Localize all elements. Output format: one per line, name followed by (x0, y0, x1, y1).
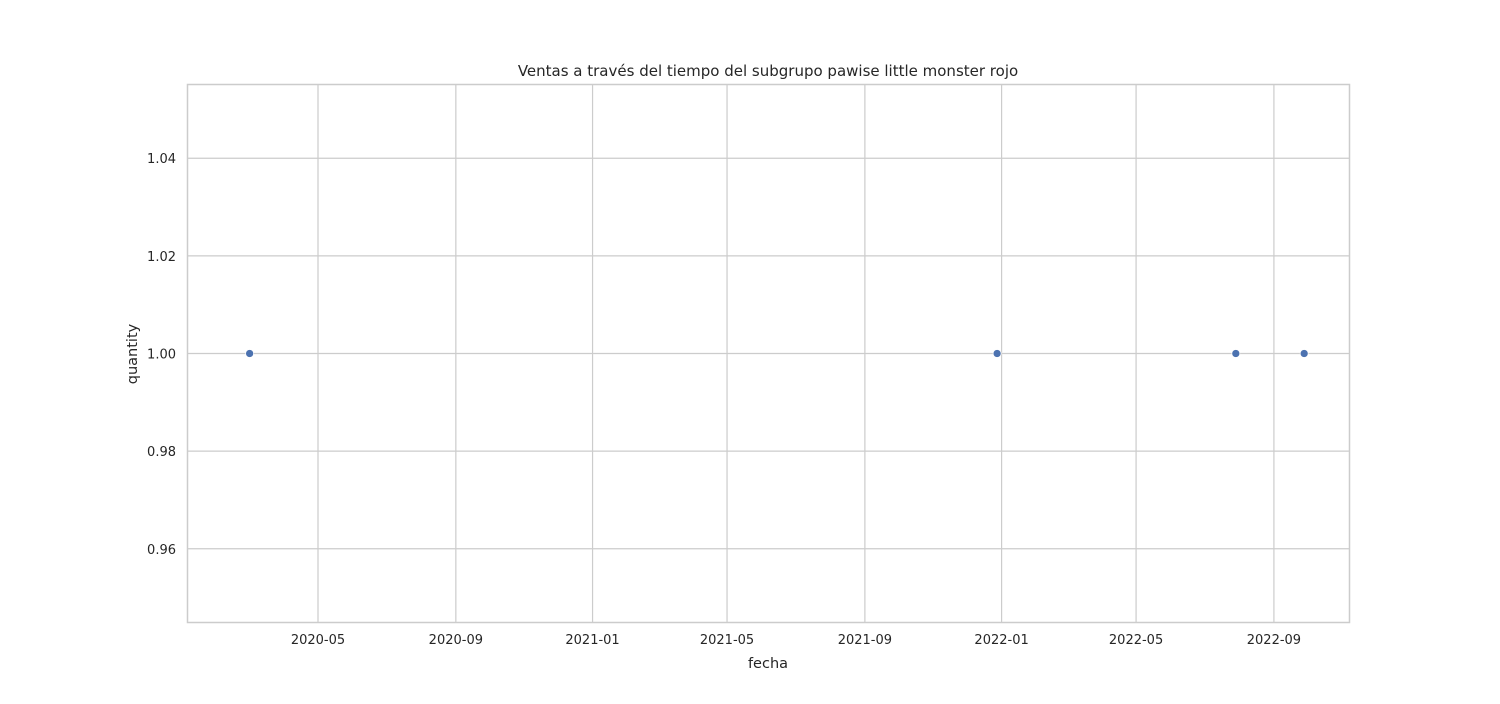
plot-frame (186, 83, 1351, 624)
y-tick-label: 0.96 (147, 543, 176, 558)
y-axis-label: quantity (125, 323, 141, 384)
x-tick-label: 2020-05 (291, 633, 345, 648)
y-tick-labels: 0.96 0.98 1.00 1.02 1.04 (147, 152, 176, 558)
chart-title: Ventas a través del tiempo del subgrupo … (518, 62, 1018, 80)
data-point (1231, 349, 1241, 358)
data-point (245, 349, 254, 358)
data-point (1299, 349, 1309, 358)
data-point (992, 349, 1002, 358)
x-tick-label: 2022-01 (974, 633, 1028, 648)
y-tick-label: 0.98 (147, 445, 176, 460)
y-gridlines (188, 157, 1349, 550)
x-tick-label: 2020-09 (429, 633, 483, 648)
y-tick-label: 1.04 (147, 152, 176, 167)
y-tick-label: 1.00 (147, 348, 176, 363)
x-tick-labels: 2020-05 2020-09 2021-01 2021-05 2021-09 2022-… (291, 633, 1301, 648)
x-tick-label: 2021-01 (565, 633, 619, 648)
x-tick-label: 2022-05 (1109, 633, 1163, 648)
data-points (245, 349, 1309, 358)
x-tick-label: 2021-09 (838, 633, 892, 648)
x-tick-label: 2022-09 (1247, 633, 1301, 648)
x-tick-label: 2021-05 (700, 633, 754, 648)
x-axis-label: fecha (748, 656, 788, 672)
y-tick-label: 1.02 (147, 250, 176, 265)
